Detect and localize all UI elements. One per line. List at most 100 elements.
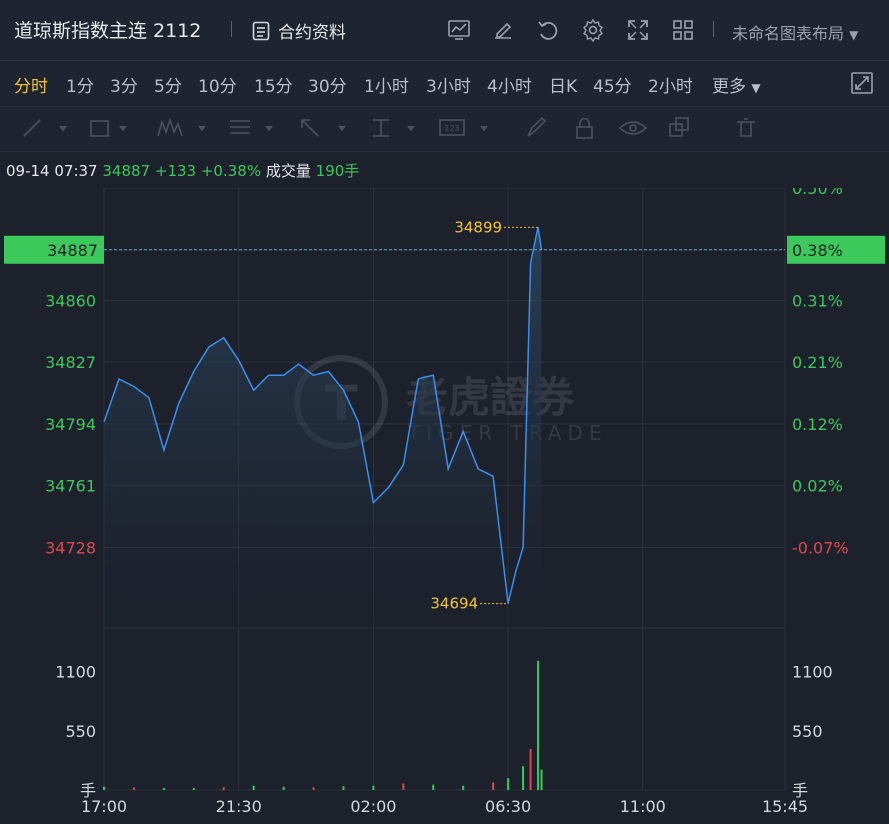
divider [713,21,714,37]
volume-bar-17 [537,660,540,790]
price-area [104,227,542,629]
current-pct-text: 0.38% [792,241,843,260]
timeframe-10[interactable]: 日K [549,77,578,97]
quote-line: 09-14 07:37 34887 +133 +0.38% 成交量 190手 [6,160,359,181]
volume-label: 成交量 [265,162,311,180]
volume-bar-14 [507,778,510,790]
volume-bar-3 [192,787,195,790]
volume-tick-right-1: 550 [792,722,823,741]
price-tick-2: 34794 [45,415,96,434]
pct-tick-0: 0.50% [792,188,843,198]
x-tick-5: 15:45 [762,797,808,816]
more-timeframes-button[interactable]: 更多 ▼ [712,72,761,97]
volume-tick-right-0: 1100 [792,663,833,682]
current-price-text: 34887 [47,241,98,260]
timeframe-11[interactable]: 45分 [593,77,632,97]
layout-selector[interactable]: 未命名图表布局 ▼ [732,20,858,44]
quote-price: 34887 [102,162,151,180]
quote-change-pct: +0.38% [200,162,262,180]
volume-bar-15 [522,766,525,790]
volume-tick-left-0: 1100 [55,663,96,682]
x-tick-1: 21:30 [216,797,262,816]
contract-info-label: 合约资料 [278,23,346,43]
pct-tick-3: 0.21% [792,353,843,372]
pct-tick-2: 0.31% [792,291,843,310]
volume-bar-18 [540,769,543,790]
timeframe-5[interactable]: 15分 [254,77,293,97]
timeframe-2[interactable]: 3分 [110,77,138,97]
timeframe-8[interactable]: 3小时 [426,77,471,97]
contract-info-button[interactable]: 合约资料 [252,18,346,43]
drawing-tools: 123 [23,116,755,139]
volume-bar-7 [312,787,315,790]
settings-icon[interactable] [581,18,605,42]
caret-down-icon: ▼ [849,28,859,42]
price-tick-0: 34860 [45,291,96,310]
timeframe-0[interactable]: 分时 [14,77,48,97]
measure-icon[interactable] [373,119,415,137]
pct-tick-4: 0.12% [792,415,843,434]
chart-annotations: 34899 34694 [104,218,785,613]
volume-tick-left-1: 550 [65,722,96,741]
eye-icon[interactable] [618,121,648,135]
trash-icon[interactable] [737,118,755,137]
volume-bar-12 [462,785,465,790]
volume-bar-9 [372,785,375,790]
fibonacci-icon[interactable] [230,120,273,134]
undo-icon[interactable] [536,18,560,42]
volume-bars [103,660,543,790]
price-line [103,227,543,604]
divider [231,21,232,37]
edit-icon[interactable] [491,18,515,42]
volume-bar-5 [252,785,255,790]
price-tick-1: 34827 [45,353,96,372]
volume-tick-right-2: 手 [792,781,808,800]
arrow-icon[interactable] [301,119,346,137]
chart-icon[interactable] [447,18,471,42]
current-price-tag [4,235,104,264]
high-label: 34899 [454,218,502,236]
grid-icon[interactable] [671,18,695,42]
timeframe-6[interactable]: 30分 [308,77,347,97]
caret-down-icon: ▼ [751,81,761,95]
lock-icon[interactable] [576,117,593,139]
volume-bar-1 [132,787,135,790]
layout-label: 未命名图表布局 [732,24,845,43]
top-toolbar [0,0,889,60]
rectangle-icon[interactable] [90,120,127,137]
price-tick-4: 34728 [45,538,96,557]
text-label-icon[interactable]: 123 [439,119,488,136]
timeframe-12[interactable]: 2小时 [648,77,693,97]
brush-icon[interactable] [527,116,547,137]
x-tick-0: 17:00 [81,797,127,816]
quote-datetime: 09-14 07:37 [6,162,98,180]
low-label: 34694 [430,595,478,613]
copy-icon[interactable] [669,117,689,137]
volume-value: 190手 [315,162,360,180]
svg-text:123: 123 [444,124,459,133]
document-icon [252,21,270,40]
timeframe-7[interactable]: 1小时 [364,77,409,97]
volume-bar-10 [402,783,405,790]
expand-icon[interactable] [850,71,874,95]
volume-bar-6 [282,786,285,790]
fullscreen-icon[interactable] [626,18,650,42]
x-tick-4: 11:00 [620,797,666,816]
instrument-title[interactable]: 道琼斯指数主连 2112 [14,20,202,42]
timeframe-4[interactable]: 10分 [198,77,237,97]
wave-icon[interactable] [157,117,206,137]
more-label: 更多 [712,77,746,97]
timeframe-3[interactable]: 5分 [154,77,182,97]
volume-bar-16 [529,749,532,790]
timeframe-bar [0,60,889,107]
price-tick-3: 34761 [45,477,96,496]
timeframe-1[interactable]: 1分 [66,77,94,97]
x-tick-3: 06:30 [485,797,531,816]
pct-tick-6: -0.07% [792,538,849,557]
volume-bar-4 [222,787,225,790]
volume-bar-0 [103,786,105,790]
trend-line-icon[interactable] [23,119,67,137]
volume-bar-8 [342,786,345,790]
timeframe-9[interactable]: 4小时 [487,77,532,97]
